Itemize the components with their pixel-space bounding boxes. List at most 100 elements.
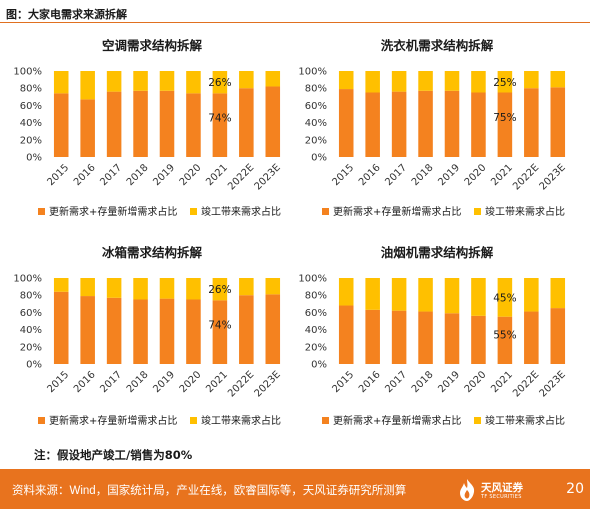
bar-2020-series-2	[186, 71, 201, 94]
bar-2016-series-2	[365, 278, 380, 310]
y-tick-label: 20%	[305, 135, 327, 146]
legend-label: 更新需求+存量新增需求占比	[49, 205, 177, 218]
bar-2018-series-1	[418, 311, 433, 364]
legend-swatch-replacement	[322, 417, 329, 424]
bar-2022E-series-2	[524, 278, 539, 312]
bar-2015-series-2	[338, 71, 354, 90]
bar-2019-series-1	[444, 313, 460, 364]
legend-swatch-replacement	[38, 417, 45, 424]
y-tick-label: 100%	[13, 67, 42, 78]
legend-label: 更新需求+存量新增需求占比	[333, 205, 461, 218]
x-tick-label: 2019	[151, 369, 177, 395]
bar-2018-series-2	[418, 71, 433, 91]
bar-2017-series-1	[391, 310, 407, 364]
y-tick-label: 40%	[20, 118, 42, 129]
bar-2023E-series-1	[550, 87, 566, 157]
y-tick-label: 80%	[20, 291, 42, 302]
bar-2018-series-2	[418, 278, 433, 312]
legend-label: 竣工带来需求占比	[201, 205, 281, 218]
chart-title: 洗衣机需求结构拆解	[381, 38, 494, 53]
bar-2018-series-2	[133, 278, 148, 300]
bar-2017-series-1	[106, 297, 122, 364]
bar-2023E-series-1	[550, 308, 566, 364]
y-tick-label: 80%	[305, 291, 327, 302]
bar-2015-series-2	[53, 71, 69, 94]
chart-title: 空调需求结构拆解	[102, 38, 203, 53]
bar-2020-series-1	[471, 92, 486, 157]
bar-2017-series-1	[391, 91, 407, 157]
chart-title: 油烟机需求结构拆解	[381, 245, 494, 260]
bar-2019-series-2	[444, 278, 460, 314]
y-tick-label: 60%	[305, 308, 327, 319]
y-tick-label: 100%	[298, 67, 327, 78]
bar-2020-series-2	[186, 278, 201, 300]
y-tick-label: 80%	[20, 84, 42, 95]
x-tick-label: 2020	[178, 162, 204, 188]
y-tick-label: 0%	[311, 360, 327, 371]
y-tick-label: 20%	[20, 342, 42, 353]
bar-2015-series-1	[338, 305, 354, 364]
legend-label: 竣工带来需求占比	[485, 414, 565, 427]
bar-2022E-series-2	[524, 71, 539, 89]
x-tick-label: 2016	[357, 162, 383, 188]
page-number: 20	[566, 481, 584, 497]
bar-2022E-series-2	[239, 71, 254, 89]
bar-2016-series-2	[80, 71, 95, 100]
brand-name-en: TF SECURITIES	[481, 494, 522, 500]
x-tick-label: 2018	[125, 162, 151, 188]
x-tick-label: 2017	[383, 369, 409, 395]
bar-2023E-series-2	[265, 278, 281, 295]
x-tick-label: 2017	[98, 369, 124, 395]
x-tick-label: 2018	[125, 369, 151, 395]
data-label: 75%	[493, 112, 516, 124]
bar-2016-series-1	[80, 99, 95, 157]
brand-flame-icon	[460, 479, 475, 501]
legend-swatch-completion	[190, 417, 197, 424]
chart-legend: 更新需求+存量新增需求占比 竣工带来需求占比	[38, 414, 281, 427]
y-tick-label: 0%	[311, 153, 327, 164]
legend-swatch-completion	[474, 208, 481, 215]
bar-2019-series-2	[159, 278, 175, 299]
bar-2015-series-1	[53, 93, 69, 157]
bar-2019-series-1	[159, 90, 175, 157]
bar-2023E-series-1	[265, 294, 281, 364]
y-tick-label: 20%	[305, 342, 327, 353]
bar-2018-series-1	[133, 299, 148, 364]
y-tick-label: 40%	[305, 325, 327, 336]
bar-2017-series-2	[106, 278, 122, 298]
bar-2015-series-2	[338, 278, 354, 306]
bar-2015-series-1	[53, 291, 69, 364]
bar-2019-series-2	[159, 71, 175, 91]
bar-2015-series-2	[53, 278, 69, 292]
legend-label: 竣工带来需求占比	[201, 414, 281, 427]
bar-2017-series-2	[106, 71, 122, 92]
y-tick-label: 40%	[20, 325, 42, 336]
bar-2022E-series-2	[239, 278, 254, 296]
brand-logo: 天风证券 TF SECURITIES	[456, 477, 552, 503]
data-label: 45%	[493, 292, 516, 304]
bar-2016-series-1	[365, 92, 380, 157]
data-label: 74%	[208, 113, 231, 125]
legend-swatch-completion	[474, 417, 481, 424]
legend-swatch-replacement	[322, 208, 329, 215]
bar-2023E-series-2	[550, 278, 566, 309]
data-label: 74%	[208, 320, 231, 332]
bar-2021-series-2	[212, 278, 228, 301]
bar-2021-series-2	[497, 71, 513, 93]
bar-2020-series-1	[186, 93, 201, 157]
chart-legend: 更新需求+存量新增需求占比 竣工带来需求占比	[38, 205, 281, 218]
x-tick-label: 2015	[46, 369, 72, 395]
bar-2017-series-2	[391, 71, 407, 92]
x-tick-label: 2016	[357, 369, 383, 395]
x-tick-label: 2023E	[538, 369, 568, 399]
bar-2020-series-2	[471, 278, 486, 316]
x-tick-label: 2015	[331, 369, 357, 395]
bar-2021-series-1	[212, 93, 228, 157]
data-label: 26%	[208, 77, 231, 89]
bar-2018-series-1	[133, 90, 148, 157]
bar-2023E-series-2	[550, 71, 566, 88]
